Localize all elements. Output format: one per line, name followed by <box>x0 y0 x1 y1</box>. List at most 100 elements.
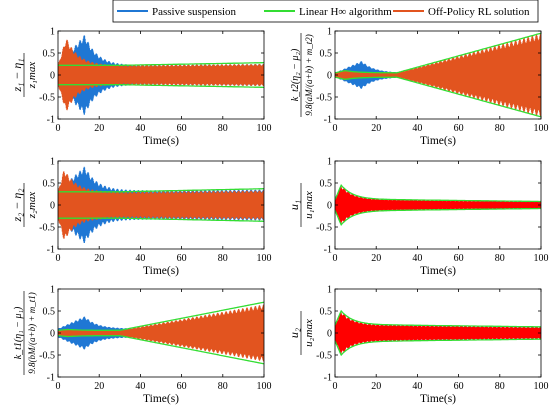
y-axis-label: k_t1(η₁ − μ₁) 9.8(bM/(a+b) + m_t1) <box>13 291 37 375</box>
y-label-numerator: z₂ − η₂ <box>10 188 24 222</box>
series-linear-h-algorithm-upper <box>58 301 264 332</box>
series-layer <box>58 301 264 365</box>
series-linear-h-algorithm-upper <box>58 62 264 66</box>
y-tick-label: 0.5 <box>320 49 333 60</box>
x-tick-label: 40 <box>135 253 145 264</box>
x-tick-label: 20 <box>371 381 381 392</box>
subplot-p5: 0 20 40 60 80 100 -1 -0.5 0 0.5 1 Time(s) k_t1(η₁ − … <box>13 285 272 406</box>
y-tick-label: -0.5 <box>39 93 55 104</box>
x-tick-label: 60 <box>454 381 464 392</box>
y-tick-label: 0 <box>50 71 55 82</box>
x-tick-label: 80 <box>218 381 228 392</box>
y-tick-label: -0.5 <box>39 223 55 234</box>
x-tick-label: 20 <box>94 253 104 264</box>
y-tick-label: -1 <box>47 245 55 256</box>
x-tick-label: 80 <box>495 381 505 392</box>
x-axis-label: Time(s) <box>143 393 179 405</box>
legend-box <box>112 0 539 23</box>
y-tick-label: 1 <box>327 27 332 38</box>
legend: Passive suspension Linear H∞ algorithm O… <box>112 0 539 23</box>
series-layer <box>335 183 541 227</box>
y-tick-label: -0.5 <box>316 223 332 234</box>
y-tick-label: 1 <box>327 285 332 296</box>
subplot-p2: 0 20 40 60 80 100 -1 -0.5 0 0.5 1 Time(s) k_t2(η₂ − … <box>290 27 549 148</box>
x-axis-label: Time(s) <box>420 135 456 147</box>
series-off-policy-rl-solution-trace <box>58 171 264 239</box>
y-label-denominator: 9.8(bM/(a+b) + m_t1) <box>27 292 37 373</box>
x-tick-label: 100 <box>257 253 272 264</box>
x-tick-label: 60 <box>177 123 187 134</box>
series-off-policy-rl-solution-trace <box>58 39 264 111</box>
y-tick-label: 1 <box>327 157 332 168</box>
y-tick-label: 0.5 <box>320 179 333 190</box>
y-tick-label: 1 <box>50 157 55 168</box>
series-linear-h-algorithm-upper <box>58 188 264 193</box>
x-tick-label: 40 <box>135 381 145 392</box>
x-tick-label: 0 <box>333 123 338 134</box>
x-tick-label: 20 <box>371 123 381 134</box>
y-tick-label: -0.5 <box>39 351 55 362</box>
x-tick-label: 0 <box>56 123 61 134</box>
x-tick-label: 0 <box>333 381 338 392</box>
y-tick-label: -0.5 <box>316 93 332 104</box>
legend-label-passive: Passive suspension <box>152 6 237 18</box>
series-off-policy-rl-solution-trace <box>335 186 541 224</box>
series-linear-h-algorithm-lower <box>58 334 264 365</box>
y-axis-label: z₁ − η₁ z₁max <box>10 53 38 97</box>
x-axis-label: Time(s) <box>420 265 456 277</box>
subplot-p6: 0 20 40 60 80 100 -1 -0.5 0 0.5 1 Time(s) u₂ u₂max <box>287 285 549 406</box>
subplot-p1: 0 20 40 60 80 100 -1 -0.5 0 0.5 1 Time(s) z₁ − η₁ z₁m… <box>10 27 272 148</box>
y-label-numerator: u₂ <box>287 328 301 338</box>
x-tick-label: 100 <box>534 123 549 134</box>
y-label-numerator: k_t2(η₂ − μ₂) <box>290 48 301 101</box>
x-tick-label: 100 <box>534 381 549 392</box>
y-axis-label: z₂ − η₂ z₂max <box>10 183 38 227</box>
y-tick-label: -1 <box>324 115 332 126</box>
y-label-denominator: z₁max <box>26 62 38 90</box>
x-tick-label: 0 <box>56 381 61 392</box>
y-axis-label: k_t2(η₂ − μ₂) 9.8(aM/(a+b) + m_t2) <box>290 33 314 117</box>
x-tick-label: 100 <box>257 381 272 392</box>
y-tick-label: 0 <box>327 71 332 82</box>
y-axis-label: u₂ u₂max <box>287 311 315 355</box>
y-axis-label: u₁ u₁max <box>287 183 315 227</box>
x-tick-label: 20 <box>94 381 104 392</box>
y-tick-label: -1 <box>324 373 332 384</box>
x-tick-label: 80 <box>495 123 505 134</box>
x-tick-label: 40 <box>412 123 422 134</box>
y-label-numerator: z₁ − η₁ <box>10 58 24 92</box>
x-tick-label: 60 <box>177 381 187 392</box>
x-tick-label: 40 <box>412 381 422 392</box>
x-tick-label: 40 <box>135 123 145 134</box>
series-off-policy-rl-solution-trace <box>335 312 541 354</box>
x-tick-label: 60 <box>177 253 187 264</box>
x-tick-label: 0 <box>333 253 338 264</box>
y-tick-label: -1 <box>47 373 55 384</box>
y-label-denominator: u₁max <box>303 191 315 219</box>
x-tick-label: 60 <box>454 123 464 134</box>
x-axis-label: Time(s) <box>143 135 179 147</box>
x-tick-label: 20 <box>94 123 104 134</box>
x-tick-label: 80 <box>495 253 505 264</box>
y-tick-label: -0.5 <box>316 351 332 362</box>
y-tick-label: 0.5 <box>43 49 56 60</box>
legend-label-hinf: Linear H∞ algorithm <box>299 6 392 18</box>
subplot-p3: 0 20 40 60 80 100 -1 -0.5 0 0.5 1 Time(s) z₂ − η₂ z₂m… <box>10 157 272 278</box>
y-label-numerator: k_t1(η₁ − μ₁) <box>13 306 24 359</box>
series-linear-h-algorithm-lower <box>335 338 541 357</box>
x-tick-label: 40 <box>412 253 422 264</box>
y-tick-label: 0 <box>327 329 332 340</box>
y-label-denominator: 9.8(aM/(a+b) + m_t2) <box>304 34 314 115</box>
series-layer <box>335 32 541 118</box>
y-tick-label: 0 <box>50 201 55 212</box>
series-linear-h-algorithm-lower <box>58 84 264 88</box>
y-tick-label: 0.5 <box>43 179 56 190</box>
x-tick-label: 80 <box>218 253 228 264</box>
x-tick-label: 100 <box>534 253 549 264</box>
series-linear-h-algorithm-upper <box>335 32 541 74</box>
series-layer <box>58 35 264 115</box>
x-axis-label: Time(s) <box>420 393 456 405</box>
series-layer <box>335 309 541 357</box>
